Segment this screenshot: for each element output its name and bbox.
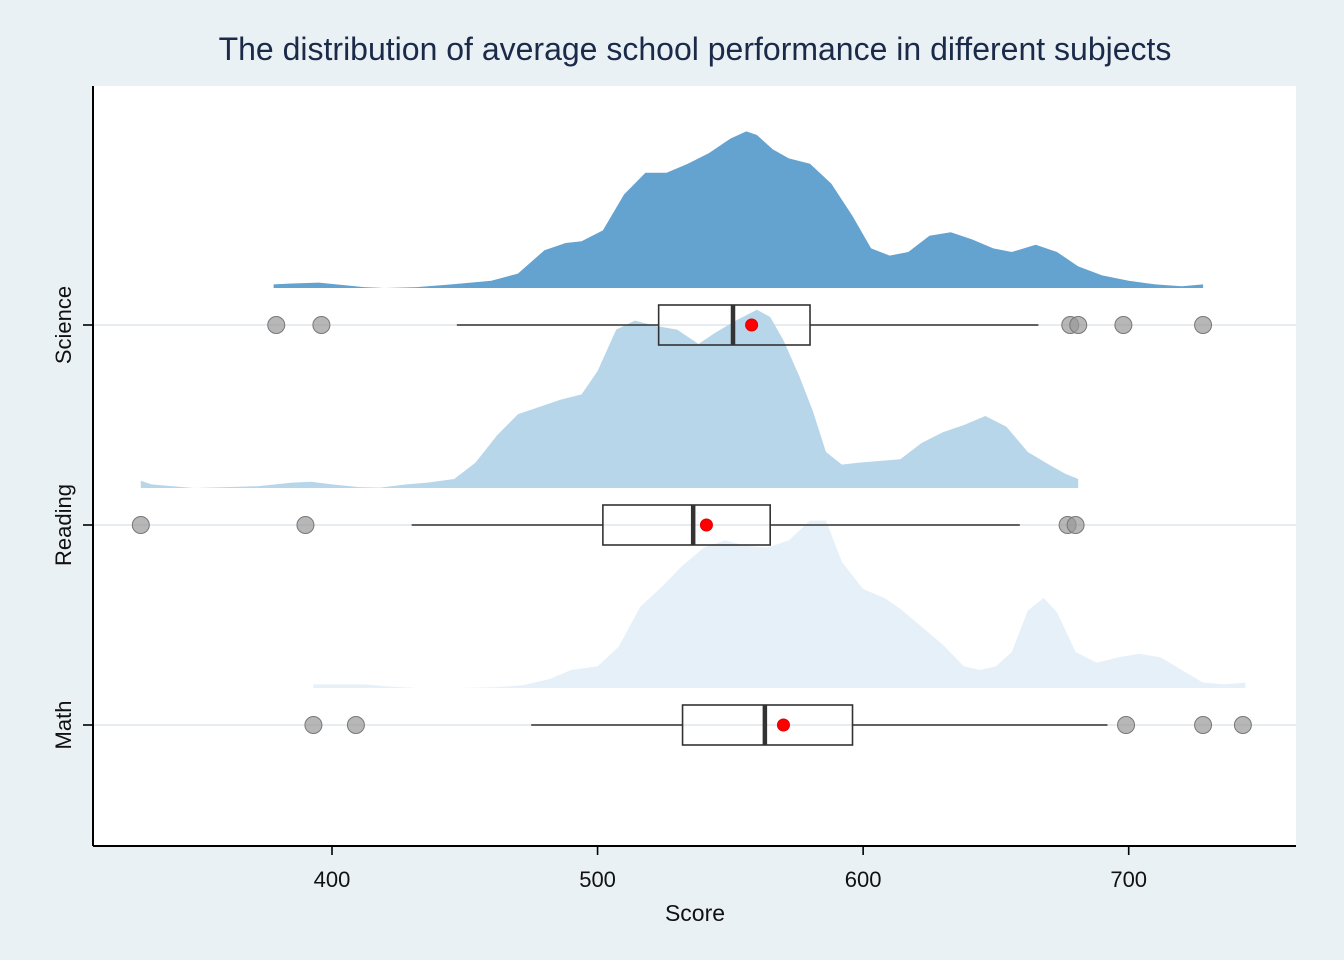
y-tick-label-math: Math <box>51 701 76 750</box>
mean-point-science <box>745 318 759 332</box>
mean-point-reading <box>699 518 713 532</box>
outlier-point-reading-0 <box>131 516 150 534</box>
outlier-point-math-1 <box>346 716 365 734</box>
x-axis-title: Score <box>665 900 725 926</box>
outlier-point-science-4 <box>1114 316 1133 334</box>
outlier-point-science-3 <box>1069 316 1088 334</box>
box-reading <box>602 504 771 546</box>
outlier-point-reading-1 <box>296 516 315 534</box>
x-tick-label-500: 500 <box>579 867 616 892</box>
y-tick-label-science: Science <box>51 286 76 364</box>
chart-title: The distribution of average school perfo… <box>219 31 1172 67</box>
density-math <box>313 520 1246 688</box>
outlier-point-science-1 <box>312 316 331 334</box>
mean-point-math <box>776 718 790 732</box>
x-tick-label-600: 600 <box>845 867 882 892</box>
axes: 400 500 600 700 Science Reading Math <box>51 86 1296 892</box>
x-tick-label-400: 400 <box>314 867 351 892</box>
outlier-point-science-0 <box>267 316 286 334</box>
outlier-point-math-2 <box>1117 716 1136 734</box>
density-clouds <box>140 131 1246 688</box>
outlier-point-math-3 <box>1194 716 1213 734</box>
density-science <box>273 131 1204 288</box>
outlier-point-reading-3 <box>1066 516 1085 534</box>
box-math <box>681 704 854 746</box>
outlier-point-math-4 <box>1233 716 1252 734</box>
boxplots <box>131 304 1252 746</box>
outlier-point-science-5 <box>1194 316 1213 334</box>
y-tick-label-reading: Reading <box>51 484 76 566</box>
density-reading <box>140 309 1079 488</box>
x-tick-label-700: 700 <box>1110 867 1147 892</box>
outlier-point-math-0 <box>304 716 323 734</box>
